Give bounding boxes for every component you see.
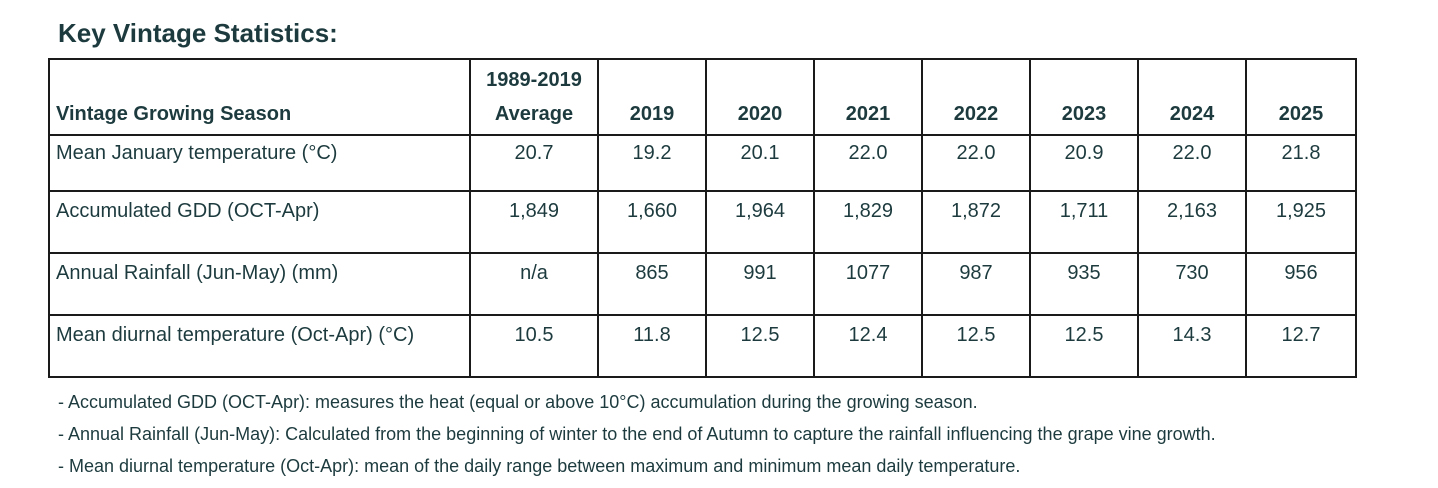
value-cell: 1,964 [705, 190, 815, 254]
table-row: Annual Rainfall (Jun-May) (mm) n/a 865 9… [48, 252, 1357, 316]
value-cell: 14.3 [1137, 314, 1247, 378]
value-cell: 20.1 [705, 134, 815, 192]
value-cell: 730 [1137, 252, 1247, 316]
header-year: 2020 [705, 58, 815, 136]
value-cell: 12.5 [705, 314, 815, 378]
row-label: Mean diurnal temperature (Oct-Apr) (°C) [48, 314, 471, 378]
value-cell: 12.4 [813, 314, 923, 378]
header-average-label: Average [494, 103, 574, 125]
value-cell: 2,163 [1137, 190, 1247, 254]
value-cell: 1,711 [1029, 190, 1139, 254]
footnote-diurnal: - Mean diurnal temperature (Oct-Apr): me… [58, 456, 1021, 476]
row-label: Annual Rainfall (Jun-May) (mm) [48, 252, 471, 316]
average-cell: 1,849 [469, 190, 599, 254]
header-average-period: 1989-2019 [486, 69, 582, 91]
value-cell: 991 [705, 252, 815, 316]
table-row: Accumulated GDD (OCT-Apr) 1,849 1,660 1,… [48, 190, 1357, 254]
value-cell: 12.7 [1245, 314, 1357, 378]
footnote-gdd: - Accumulated GDD (OCT-Apr): measures th… [58, 392, 978, 412]
value-cell: 935 [1029, 252, 1139, 316]
value-cell: 1,829 [813, 190, 923, 254]
row-label: Accumulated GDD (OCT-Apr) [48, 190, 471, 254]
average-cell: n/a [469, 252, 599, 316]
value-cell: 22.0 [1137, 134, 1247, 192]
value-cell: 1077 [813, 252, 923, 316]
value-cell: 956 [1245, 252, 1357, 316]
header-year: 2023 [1029, 58, 1139, 136]
header-year: 2024 [1137, 58, 1247, 136]
value-cell: 19.2 [597, 134, 707, 192]
vintage-statistics-table: Vintage Growing Season 1989-2019 Average… [48, 58, 1357, 378]
value-cell: 1,925 [1245, 190, 1357, 254]
header-average: 1989-2019 Average [469, 58, 599, 136]
table-row: Mean diurnal temperature (Oct-Apr) (°C) … [48, 314, 1357, 378]
value-cell: 22.0 [921, 134, 1031, 192]
table-row: Mean January temperature (°C) 20.7 19.2 … [48, 134, 1357, 192]
average-cell: 10.5 [469, 314, 599, 378]
value-cell: 20.9 [1029, 134, 1139, 192]
value-cell: 987 [921, 252, 1031, 316]
value-cell: 21.8 [1245, 134, 1357, 192]
value-cell: 22.0 [813, 134, 923, 192]
value-cell: 12.5 [1029, 314, 1139, 378]
header-year: 2022 [921, 58, 1031, 136]
page-title: Key Vintage Statistics: [58, 18, 338, 48]
value-cell: 1,872 [921, 190, 1031, 254]
value-cell: 1,660 [597, 190, 707, 254]
average-cell: 20.7 [469, 134, 599, 192]
value-cell: 12.5 [921, 314, 1031, 378]
footnote-rainfall: - Annual Rainfall (Jun-May): Calculated … [58, 424, 1216, 444]
value-cell: 11.8 [597, 314, 707, 378]
value-cell: 865 [597, 252, 707, 316]
header-year: 2025 [1245, 58, 1357, 136]
header-year: 2021 [813, 58, 923, 136]
header-vintage-growing-season: Vintage Growing Season [48, 58, 471, 136]
header-year: 2019 [597, 58, 707, 136]
table-header-row: Vintage Growing Season 1989-2019 Average… [48, 58, 1357, 136]
row-label: Mean January temperature (°C) [48, 134, 471, 192]
footnotes: - Accumulated GDD (OCT-Apr): measures th… [58, 386, 1216, 482]
